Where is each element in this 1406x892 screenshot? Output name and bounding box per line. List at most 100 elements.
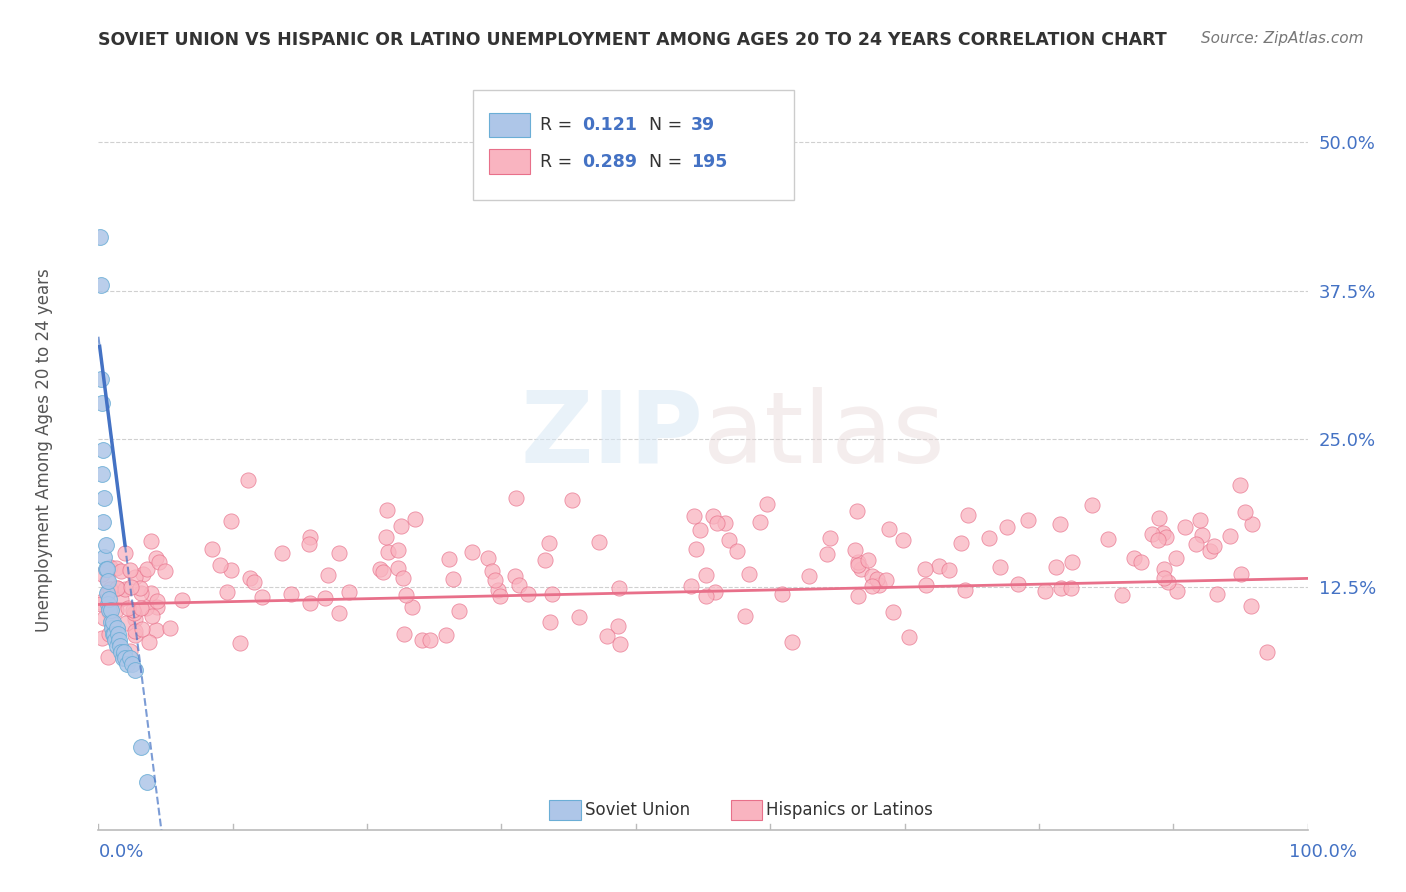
- Point: [411, 633, 433, 648]
- Point: [1229, 478, 1251, 492]
- Point: [110, 591, 132, 606]
- Point: [129, 586, 152, 600]
- Point: [90, 631, 112, 645]
- Point: [995, 520, 1018, 534]
- Point: [131, 622, 153, 636]
- Point: [1152, 526, 1174, 541]
- Point: [159, 621, 181, 635]
- Point: [891, 533, 914, 547]
- Point: [737, 566, 759, 581]
- Point: [607, 581, 630, 595]
- Point: [98, 560, 121, 574]
- Point: [100, 615, 122, 630]
- Point: [1033, 584, 1056, 599]
- Point: [988, 560, 1011, 574]
- Point: [117, 657, 139, 671]
- Point: [100, 613, 122, 627]
- Text: R =: R =: [540, 116, 578, 134]
- Point: [928, 558, 950, 573]
- Point: [93, 550, 115, 565]
- Point: [898, 630, 921, 644]
- Point: [93, 491, 115, 505]
- Point: [328, 546, 350, 560]
- Point: [780, 635, 803, 649]
- Point: [856, 552, 879, 566]
- Point: [93, 610, 115, 624]
- Point: [877, 522, 900, 536]
- Point: [683, 509, 706, 524]
- Point: [1081, 498, 1104, 512]
- Text: N =: N =: [648, 153, 688, 170]
- Point: [97, 574, 120, 588]
- Point: [914, 578, 936, 592]
- Point: [97, 585, 120, 599]
- FancyBboxPatch shape: [489, 150, 530, 174]
- Point: [122, 606, 145, 620]
- Point: [1111, 588, 1133, 602]
- Point: [1204, 539, 1226, 553]
- FancyBboxPatch shape: [550, 800, 581, 820]
- Point: [219, 562, 242, 576]
- Point: [280, 587, 302, 601]
- Point: [1199, 544, 1222, 558]
- Text: N =: N =: [648, 116, 688, 134]
- Point: [91, 467, 114, 482]
- Point: [685, 542, 707, 557]
- Point: [94, 538, 117, 552]
- Point: [97, 598, 120, 612]
- Point: [146, 593, 169, 607]
- Point: [503, 569, 526, 583]
- FancyBboxPatch shape: [731, 800, 762, 820]
- Point: [1219, 528, 1241, 542]
- Point: [129, 739, 152, 754]
- Point: [756, 497, 779, 511]
- Point: [124, 611, 146, 625]
- Point: [956, 508, 979, 522]
- Point: [541, 587, 564, 601]
- Point: [105, 639, 128, 653]
- Point: [392, 571, 415, 585]
- Point: [370, 562, 392, 576]
- Point: [90, 597, 112, 611]
- Point: [846, 589, 869, 603]
- Point: [955, 583, 977, 598]
- Point: [100, 582, 122, 596]
- Point: [271, 546, 294, 560]
- Point: [120, 644, 142, 658]
- Point: [148, 555, 170, 569]
- Point: [1256, 645, 1278, 659]
- Point: [316, 568, 339, 582]
- Text: 195: 195: [690, 153, 727, 170]
- Point: [298, 537, 321, 551]
- Point: [489, 589, 512, 603]
- Point: [124, 569, 146, 583]
- Point: [815, 547, 838, 561]
- Point: [401, 600, 423, 615]
- Point: [533, 552, 555, 566]
- Point: [568, 610, 591, 624]
- Point: [851, 562, 873, 576]
- Point: [588, 534, 610, 549]
- Point: [100, 603, 122, 617]
- Point: [1206, 587, 1229, 601]
- Point: [135, 775, 157, 789]
- Point: [914, 561, 936, 575]
- Point: [882, 605, 904, 619]
- Point: [770, 587, 793, 601]
- Point: [818, 531, 841, 545]
- Point: [1233, 505, 1256, 519]
- Text: SOVIET UNION VS HISPANIC OR LATINO UNEMPLOYMENT AMONG AGES 20 TO 24 YEARS CORREL: SOVIET UNION VS HISPANIC OR LATINO UNEMP…: [98, 31, 1167, 49]
- Text: Source: ZipAtlas.com: Source: ZipAtlas.com: [1201, 31, 1364, 46]
- Point: [145, 623, 167, 637]
- Point: [714, 516, 737, 530]
- Point: [950, 536, 973, 550]
- Point: [105, 581, 128, 595]
- Text: Unemployment Among Ages 20 to 24 years: Unemployment Among Ages 20 to 24 years: [35, 268, 53, 632]
- Point: [1049, 516, 1071, 531]
- Point: [91, 396, 114, 410]
- Point: [172, 592, 194, 607]
- Point: [118, 563, 141, 577]
- Point: [679, 579, 702, 593]
- Point: [1130, 555, 1153, 569]
- Point: [122, 602, 145, 616]
